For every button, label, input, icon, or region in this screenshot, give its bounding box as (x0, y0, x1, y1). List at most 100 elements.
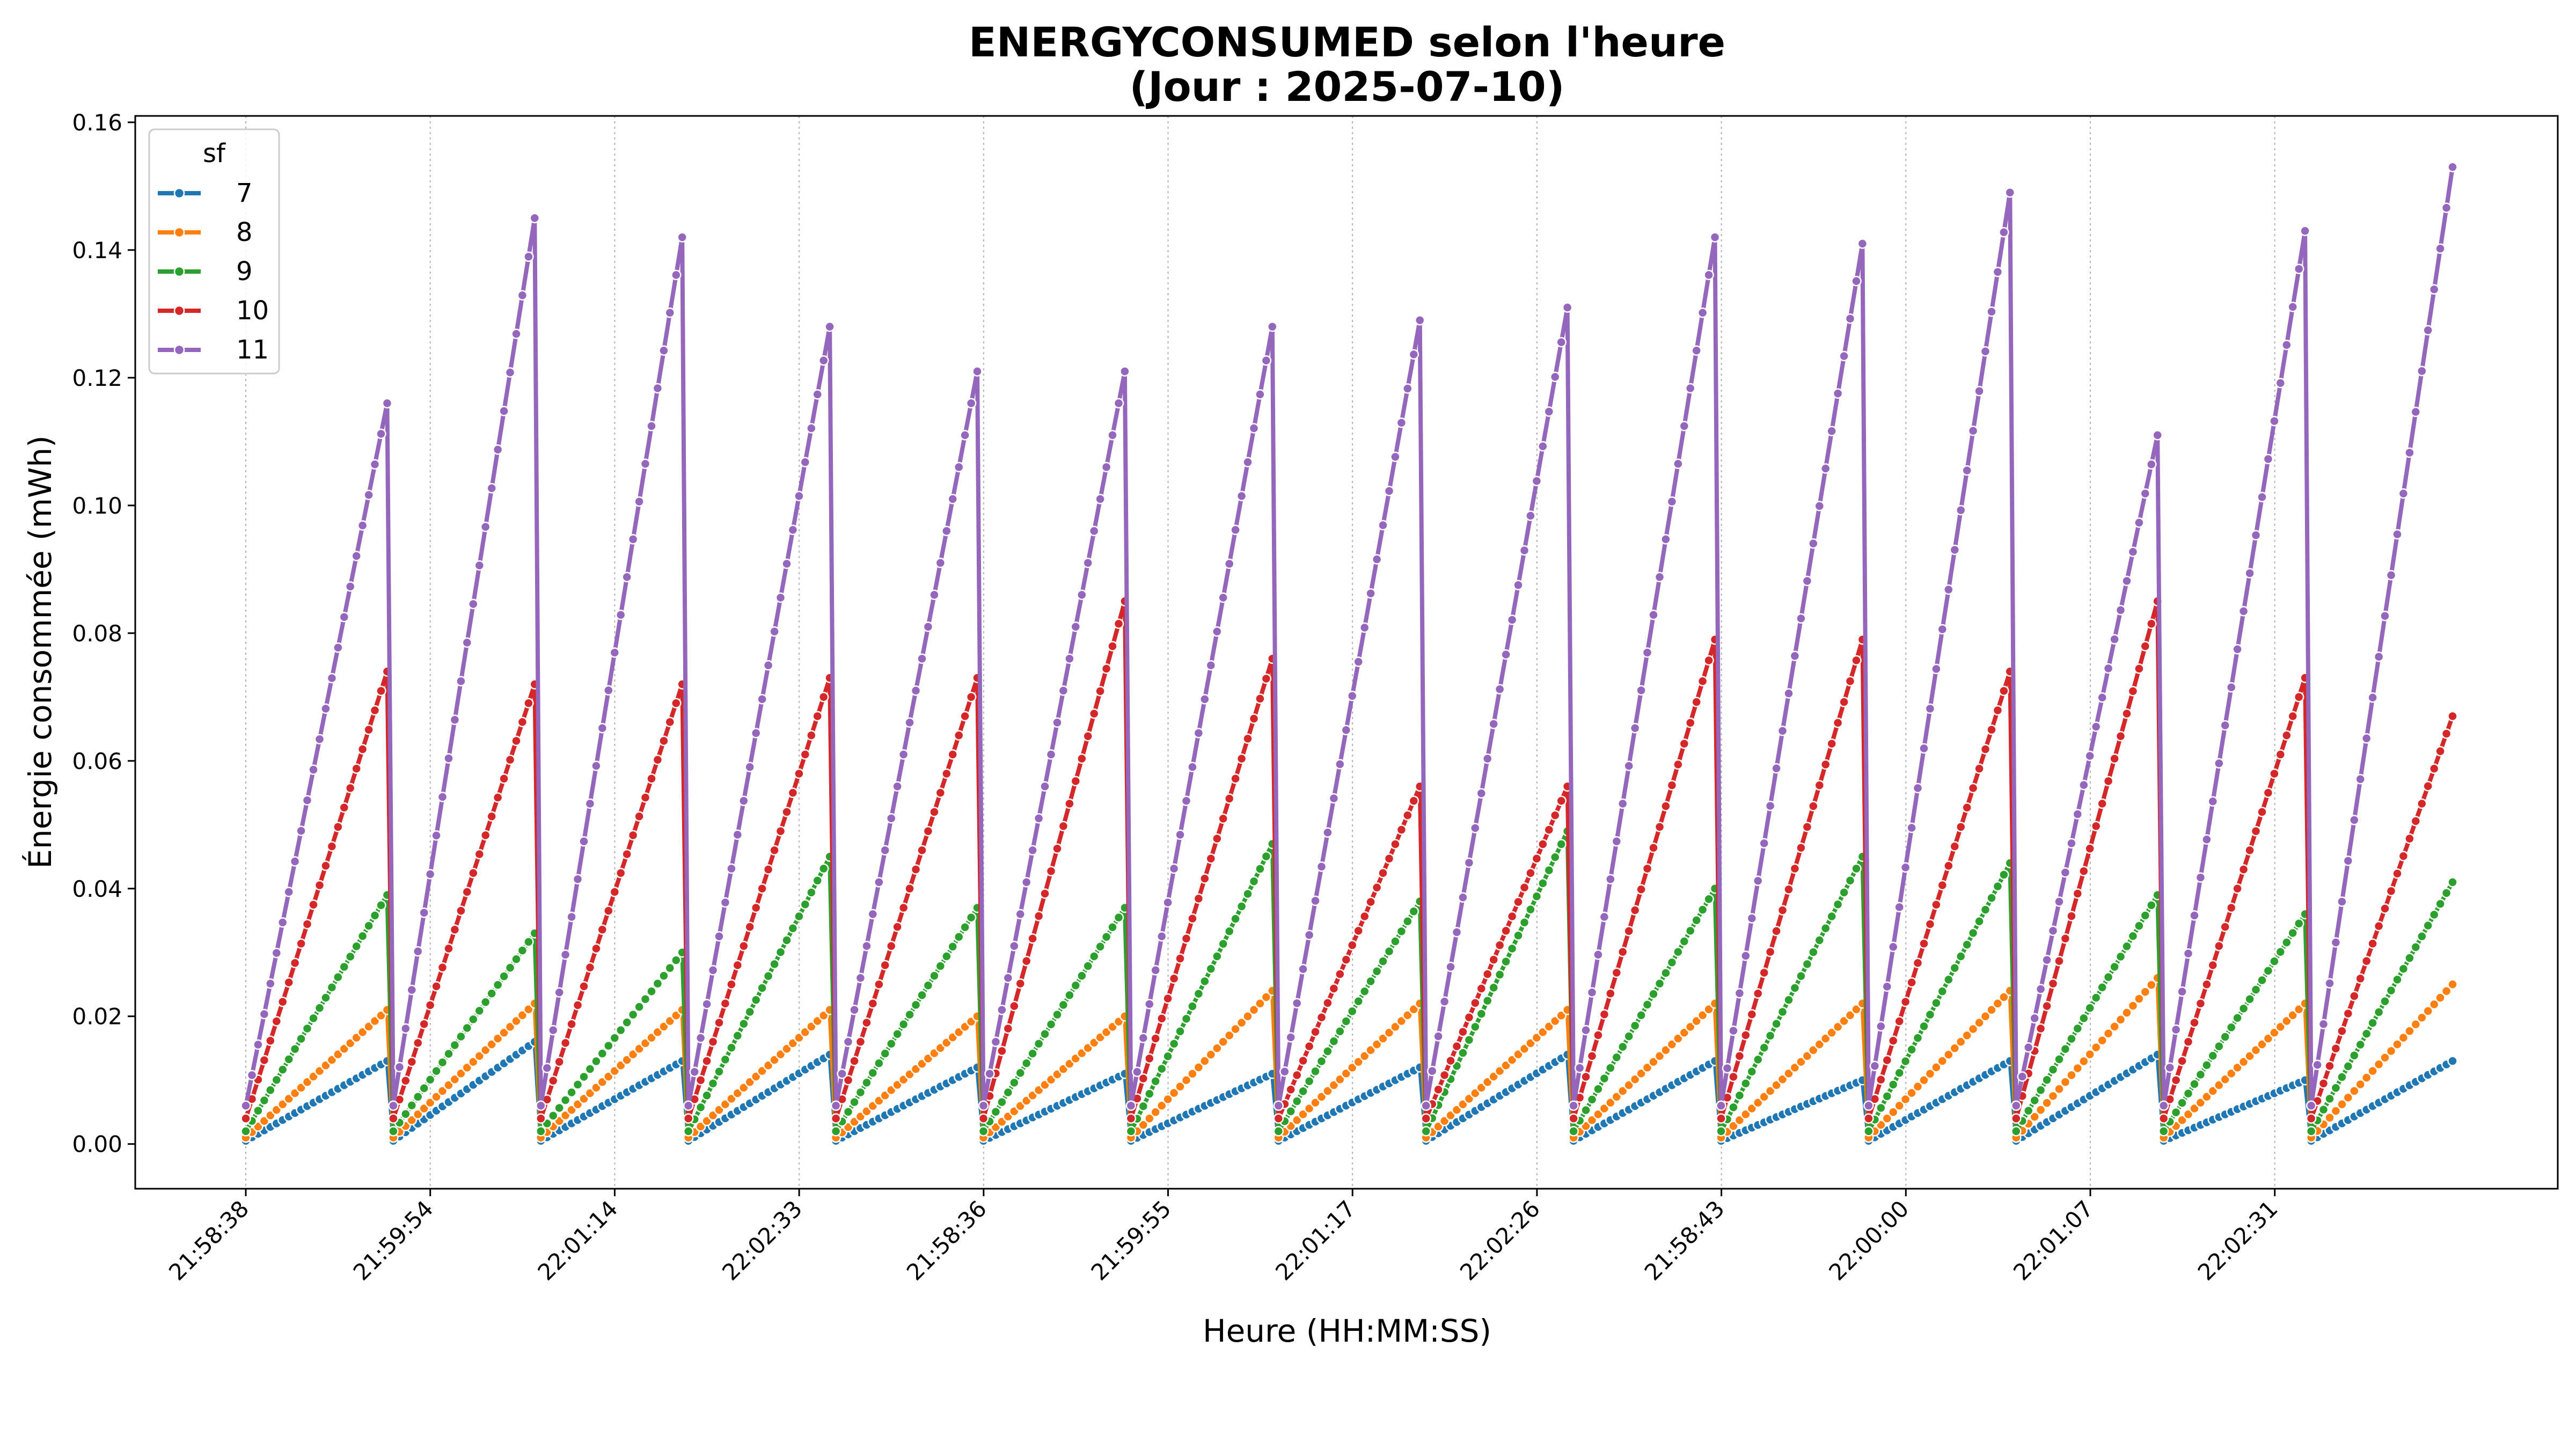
data-point (1396, 824, 1407, 835)
data-point (2146, 900, 2157, 911)
data-point (1832, 388, 1843, 399)
data-point (2447, 979, 2458, 990)
data-point (406, 984, 418, 996)
data-point (1703, 894, 1714, 905)
data-point (468, 1014, 479, 1025)
data-point (1402, 1009, 1413, 1021)
data-point (627, 534, 639, 545)
data-point (1777, 726, 1788, 736)
data-point (431, 1065, 442, 1077)
data-point (1285, 1032, 1296, 1043)
data-point (621, 848, 632, 860)
data-point (1476, 1008, 1487, 1019)
data-point (880, 845, 890, 856)
y-tick-label: 0.02 (72, 1004, 122, 1030)
data-point (1291, 1096, 1302, 1107)
data-point (1666, 1039, 1678, 1050)
data-point (1654, 572, 1665, 583)
data-point (1949, 841, 1960, 852)
data-point (468, 868, 479, 879)
data-point (1261, 355, 1272, 366)
data-point (1673, 759, 1684, 770)
data-point (1150, 1033, 1161, 1044)
data-point (1101, 932, 1112, 942)
data-point (1980, 346, 1991, 357)
data-point (2423, 1006, 2433, 1016)
data-point (2201, 979, 2212, 990)
data-point (566, 911, 577, 923)
data-point (1796, 970, 1806, 982)
data-point (2349, 991, 2360, 1001)
data-point (2330, 1082, 2341, 1093)
data-point (1802, 822, 1813, 832)
data-point (2404, 953, 2415, 963)
data-point (874, 1058, 884, 1069)
data-point (1937, 1056, 1948, 1066)
y-tick-label: 0.12 (72, 365, 122, 391)
data-point (2226, 682, 2237, 693)
data-point (1341, 954, 1352, 965)
data-point (1697, 676, 1708, 687)
y-tick-label: 0.14 (72, 237, 122, 264)
data-point (2121, 941, 2132, 952)
data-point (898, 749, 909, 760)
data-point (1199, 976, 1210, 987)
data-point (412, 946, 423, 957)
data-point (1304, 1103, 1315, 1114)
data-point (1839, 887, 1849, 898)
data-point (400, 1109, 411, 1119)
data-point (2349, 815, 2360, 825)
data-point (2380, 903, 2390, 914)
data-point (1999, 685, 2009, 697)
data-point (1869, 1060, 1880, 1072)
chart-title-line2: (Jour : 2025-07-10) (1130, 63, 1565, 111)
data-point (1765, 1030, 1776, 1041)
data-point (1255, 998, 1265, 1009)
data-point (615, 609, 626, 620)
data-point (1599, 911, 1610, 923)
data-point (1986, 724, 1997, 735)
data-point (658, 345, 669, 356)
data-point (2103, 972, 2114, 983)
data-point (486, 483, 497, 494)
data-point (2158, 1113, 2169, 1124)
data-point (492, 1033, 503, 1044)
data-point (1549, 852, 1561, 863)
data-point (2060, 1077, 2071, 1088)
data-point (345, 782, 356, 794)
data-point (2134, 517, 2145, 528)
data-point (935, 961, 946, 971)
data-point (2380, 610, 2390, 621)
data-point (2060, 867, 2071, 878)
data-point (2275, 1021, 2286, 1033)
data-point (1722, 1063, 1733, 1074)
data-point (560, 949, 571, 960)
data-point (892, 921, 903, 932)
data-point (1359, 911, 1370, 922)
data-point (2385, 985, 2397, 996)
data-point (1310, 1097, 1321, 1108)
data-point (1599, 1009, 1610, 1020)
data-point (1654, 822, 1665, 832)
data-point (1107, 921, 1118, 933)
data-point (1759, 1042, 1769, 1053)
data-point (1574, 1063, 1585, 1073)
data-point (947, 749, 958, 760)
data-point (357, 744, 368, 755)
data-point (1138, 1033, 1149, 1043)
data-point (1752, 1097, 1763, 1108)
data-point (1679, 1027, 1690, 1038)
data-point (320, 860, 331, 872)
data-point (1931, 899, 1942, 910)
data-point (339, 802, 350, 813)
data-point (2312, 1059, 2323, 1071)
data-point (2428, 999, 2440, 1010)
data-point (1082, 961, 1093, 971)
data-point (1458, 1026, 1468, 1037)
data-point (1045, 1019, 1057, 1030)
data-point (1384, 486, 1395, 496)
data-point (2361, 956, 2372, 967)
data-point (2146, 618, 2157, 629)
data-point (363, 489, 374, 500)
legend-label: 11 (236, 335, 269, 365)
